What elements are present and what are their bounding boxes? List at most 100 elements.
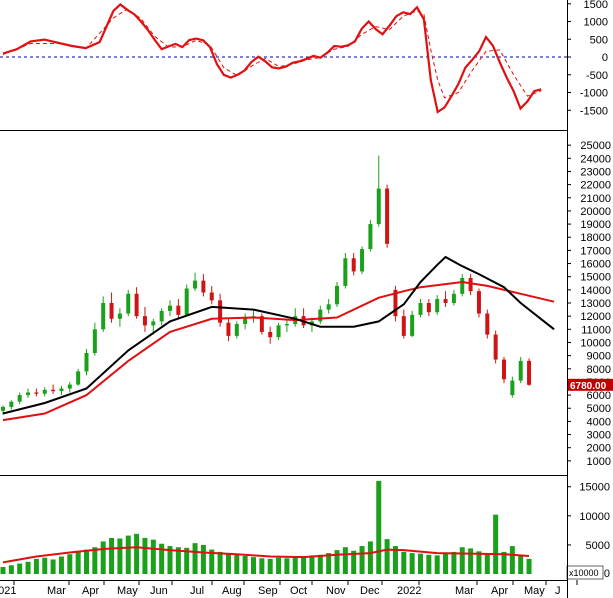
- osc-tick-label: 1500: [584, 0, 608, 11]
- x-tick-label: Mar: [47, 585, 66, 597]
- volume-ma-line: [2, 546, 530, 564]
- x-tick-label: May: [524, 585, 545, 597]
- volume-bar: [351, 550, 357, 574]
- osc-tick-label: 500: [590, 34, 608, 46]
- volume-bar: [8, 565, 14, 574]
- x-axis: 2021 Mar Apr May Jun Jul Aug Sep Oct Nov Dec 2022 Ma…: [0, 580, 578, 597]
- candle-body: [201, 280, 206, 293]
- candle-body: [385, 188, 390, 244]
- candle-body: [17, 395, 22, 402]
- candle-body: [176, 305, 181, 315]
- x-tick-label: Jul: [190, 585, 204, 597]
- volume-bar: [67, 554, 73, 574]
- volume-bar: [184, 547, 190, 574]
- candle-body: [351, 258, 356, 272]
- x-tick-label: 2021: [0, 585, 16, 597]
- x-tick-label: Aug: [222, 585, 242, 597]
- candle-body: [443, 299, 448, 303]
- x-tick-label: Nov: [326, 585, 346, 597]
- volume-bar: [84, 549, 89, 574]
- ma-long-line: [2, 280, 555, 422]
- candle-body: [485, 313, 490, 335]
- volume-bar: [251, 557, 256, 574]
- volume-bar: [0, 567, 6, 574]
- candle-body: [318, 309, 323, 322]
- volume-bar: [25, 561, 31, 574]
- volume-bar: [434, 555, 440, 574]
- candle-body: [502, 359, 506, 380]
- price-tick-label: 24000: [580, 153, 611, 165]
- candle-body: [259, 316, 264, 332]
- candle-body: [218, 300, 223, 323]
- candle-body: [234, 324, 239, 336]
- osc-tick-label: 1000: [584, 17, 608, 29]
- osc-tick-label: -1500: [580, 105, 608, 117]
- candle-body: [243, 317, 248, 325]
- price-tick-label: 19000: [580, 219, 611, 231]
- volume-bar: [493, 514, 499, 574]
- volume-bar: [518, 555, 524, 574]
- candle-body: [101, 303, 106, 330]
- candle-body: [134, 293, 139, 317]
- volume-bar: [75, 551, 81, 574]
- volume-bar: [409, 553, 415, 574]
- volume-bar: [451, 551, 457, 574]
- candles: [1, 155, 532, 415]
- osc-tick-label: -500: [586, 70, 608, 82]
- candle-body: [42, 389, 47, 394]
- candle-body: [510, 380, 515, 396]
- volume-bar: [167, 546, 173, 574]
- volume-bar: [142, 537, 148, 574]
- volume-bar: [225, 553, 231, 574]
- volume-bar: [426, 554, 432, 574]
- oscillator-panel: 1500 1000 500 0 -500 -1000 -1500: [0, 0, 608, 117]
- candle-body: [92, 329, 97, 353]
- candle-body: [476, 291, 481, 314]
- volume-tick-label: 0: [604, 568, 610, 580]
- candle-body: [435, 299, 440, 313]
- volume-bar: [292, 557, 298, 574]
- candle-body: [1, 406, 5, 411]
- candle-body: [284, 324, 289, 326]
- candle-body: [117, 313, 122, 319]
- price-tick-label: 6000: [587, 390, 611, 402]
- volume-bar: [276, 557, 282, 574]
- price-tick-label: 17000: [580, 245, 611, 257]
- chart-frame: [0, 0, 568, 598]
- x-tick-label: Jun: [150, 585, 168, 597]
- price-tick-label: 23000: [580, 166, 611, 178]
- candle-body: [268, 331, 273, 338]
- volume-bar: [334, 550, 340, 574]
- volume-bar: [175, 547, 181, 574]
- candle-body: [67, 384, 72, 389]
- osc-main-line: [2, 3, 542, 114]
- candle-body: [51, 389, 56, 392]
- candle-body: [159, 310, 164, 322]
- volume-bar: [17, 563, 23, 574]
- candle-body: [126, 293, 131, 314]
- volume-bar: [326, 553, 332, 574]
- candle-body: [109, 303, 114, 319]
- volume-unit-label: x10000: [569, 568, 599, 578]
- ma-short-line: [2, 255, 555, 415]
- price-tick-label: 22000: [580, 180, 611, 192]
- volume-tick-label: 10000: [579, 511, 610, 523]
- volume-bar: [42, 557, 48, 574]
- price-tick-label: 5000: [587, 403, 611, 415]
- last-price-badge: 6780.00: [568, 378, 613, 392]
- volume-bar: [209, 549, 215, 574]
- volume-bar: [367, 541, 373, 574]
- x-tick-label: Apr: [82, 585, 99, 597]
- price-tick-label: 11000: [581, 324, 611, 336]
- volume-bar: [392, 546, 398, 574]
- volume-bar: [100, 541, 106, 574]
- volume-bar: [484, 554, 490, 574]
- candle-body: [9, 401, 14, 407]
- osc-y-axis: 1500 1000 500 0 -500 -1000 -1500: [567, 0, 608, 117]
- x-tick-label: Apr: [491, 585, 508, 597]
- price-tick-label: 13000: [580, 298, 611, 310]
- price-tick-label: 8000: [587, 364, 611, 376]
